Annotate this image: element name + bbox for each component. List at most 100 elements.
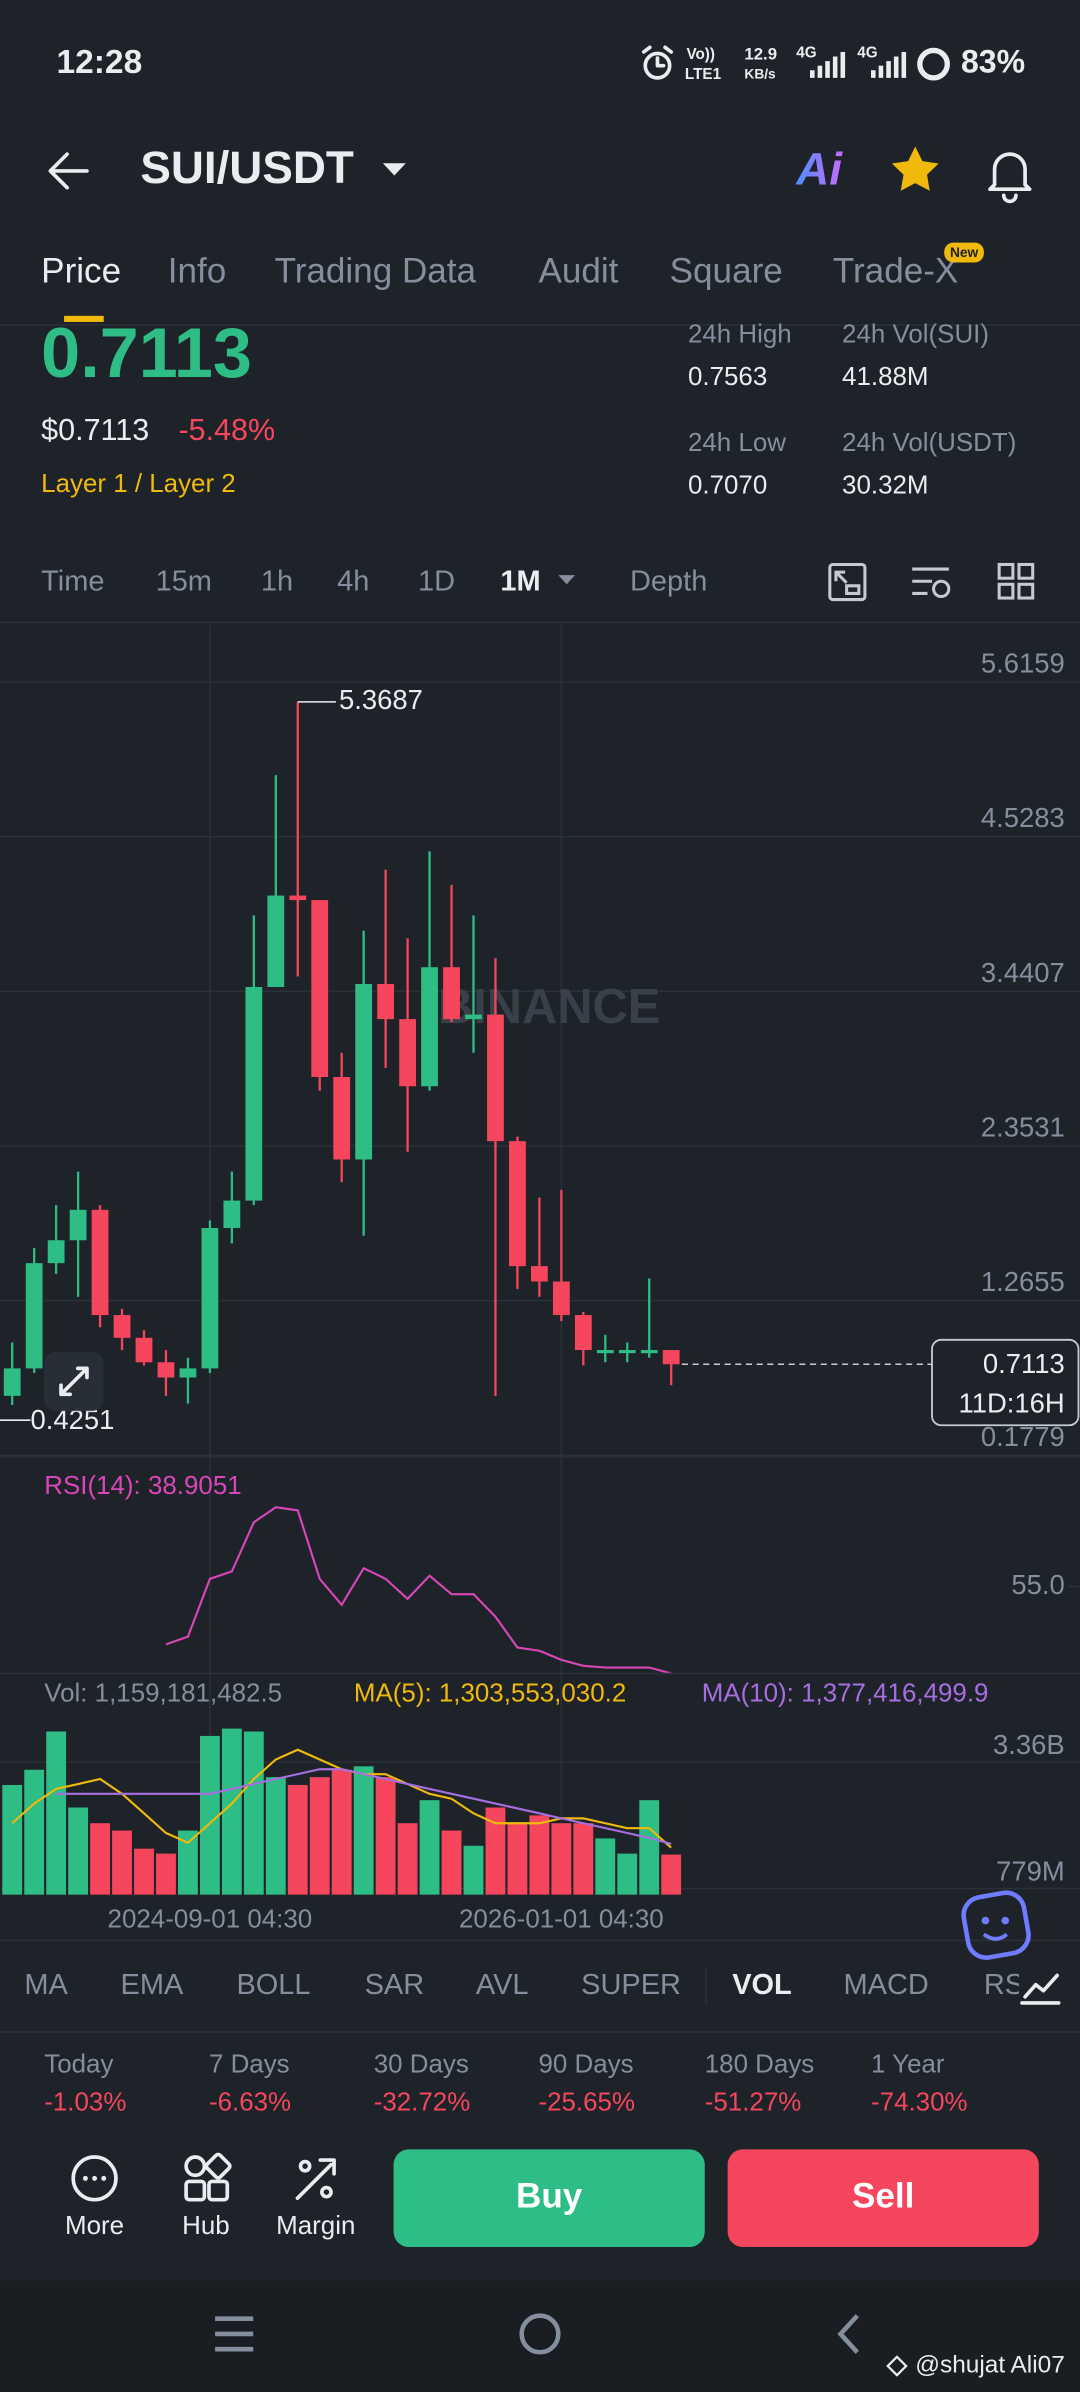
action-label[interactable]: Hub <box>182 2212 230 2240</box>
more-icon[interactable] <box>71 2155 118 2202</box>
nav-home[interactable] <box>519 2313 561 2355</box>
new-badge-text: New <box>950 245 979 260</box>
volume-bar <box>529 1815 550 1895</box>
volume-bar <box>397 1823 418 1895</box>
indicator-tab[interactable]: MACD <box>844 1969 929 2001</box>
volume-bar <box>90 1823 110 1895</box>
performance-label: Today <box>44 2050 113 2078</box>
indicator-tab[interactable]: RSI <box>984 1969 1032 2001</box>
net-speed-unit: KB/s <box>744 66 776 81</box>
volume-bar <box>573 1823 594 1895</box>
candle-body <box>25 1263 43 1369</box>
y-tick-label: 3.4407 <box>981 957 1065 988</box>
pair-dropdown[interactable] <box>382 163 406 176</box>
fullscreen-button[interactable] <box>44 1351 104 1412</box>
indicator-tab[interactable]: SAR <box>365 1969 425 2001</box>
candle-body <box>552 1281 570 1316</box>
indicator-tab[interactable]: EMA <box>121 1969 184 2001</box>
indicator-tab[interactable]: AVL <box>476 1969 529 2001</box>
indicator-tab[interactable]: VOL <box>732 1969 792 2001</box>
notification-button[interactable] <box>988 152 1032 204</box>
stats: 24h High 0.7563 24h Vol(SUI) 41.88M 24h Low 0… <box>688 321 1016 500</box>
performance-value: -6.63% <box>209 2088 291 2116</box>
tab[interactable]: Info <box>168 251 227 290</box>
signal-1 <box>810 51 846 78</box>
volte: Vo)) <box>686 46 715 63</box>
volume-bar <box>595 1838 616 1895</box>
price-change: -5.48% <box>178 413 275 447</box>
rsi-title: RSI(14): 38.9051 <box>44 1472 241 1500</box>
favorite-button[interactable] <box>891 146 939 191</box>
net-speed: 12.9 <box>744 44 777 63</box>
stat-value: 30.32M <box>842 472 928 500</box>
buy-button[interactable] <box>393 2149 705 2248</box>
interval[interactable]: Time <box>41 565 104 597</box>
sell-label[interactable]: Sell <box>852 2176 914 2215</box>
high-label: 5.3687 <box>339 684 423 715</box>
sell-button[interactable] <box>727 2149 1039 2248</box>
interval[interactable]: 1h <box>261 565 293 597</box>
interval-dropdown[interactable] <box>558 575 576 585</box>
buy-label[interactable]: Buy <box>516 2176 583 2215</box>
candle-body <box>640 1350 658 1354</box>
tab[interactable]: Trading Data <box>275 251 477 290</box>
rsi-line <box>165 1506 672 1675</box>
performance-value: -51.27% <box>705 2088 802 2116</box>
performance-label: 1 Year <box>871 2050 945 2078</box>
nav-menu[interactable] <box>215 2316 254 2352</box>
ai-button[interactable]: Ai <box>795 144 843 195</box>
action-label[interactable]: Margin <box>276 2212 355 2240</box>
hub-icon[interactable] <box>184 2152 232 2202</box>
y-tick-label: 3.36B <box>993 1729 1065 1760</box>
y-tick-label: 1.2655 <box>981 1266 1065 1297</box>
x-tick-label: 2026-01-01 04:30 <box>459 1905 664 1933</box>
stat-label: 24h Vol(SUI) <box>842 321 989 349</box>
volume-bar <box>134 1848 154 1895</box>
performance-value: -74.30% <box>871 2088 968 2116</box>
nav-back[interactable] <box>837 2314 859 2354</box>
interval[interactable]: 1D <box>418 565 455 597</box>
intervals: Time 15m 1h 4h 1D 1M Depth <box>41 565 707 597</box>
stat-label: 24h Low <box>688 429 786 457</box>
action-label[interactable]: More <box>65 2212 124 2240</box>
assistant-icon[interactable] <box>961 1890 1032 1961</box>
tags[interactable]: Layer 1 / Layer 2 <box>41 470 236 498</box>
volume-bar <box>331 1769 352 1895</box>
tab[interactable]: Audit <box>538 251 618 290</box>
volume-bar <box>639 1800 660 1895</box>
candle-body <box>487 1014 504 1142</box>
interval[interactable]: 1M <box>500 565 540 597</box>
net-type: 4G <box>796 44 816 61</box>
lte: LTE1 <box>685 66 722 83</box>
performance-value: -1.03% <box>44 2088 126 2116</box>
interval[interactable]: Depth <box>630 565 707 597</box>
margin-icon[interactable] <box>295 2158 336 2201</box>
volume-bar <box>353 1766 374 1895</box>
y-tick-label: 779M <box>996 1856 1065 1887</box>
interval[interactable]: 15m <box>156 565 212 597</box>
back-button[interactable] <box>48 152 89 190</box>
alarm-icon <box>641 45 674 80</box>
candle-body <box>135 1337 153 1363</box>
indicator-tab[interactable]: MA <box>24 1969 68 2001</box>
indicator-tab[interactable]: BOLL <box>236 1969 310 2001</box>
new-badge <box>944 242 984 263</box>
performance-label: 30 Days <box>374 2050 469 2078</box>
pair-title[interactable]: SUI/USDT <box>140 142 354 193</box>
performance-label: 90 Days <box>538 2050 633 2078</box>
interval[interactable]: 4h <box>337 565 369 597</box>
indicators: MA EMA BOLL SAR AVL SUPER VOL MACD RSI <box>24 1969 1032 2001</box>
battery-icon <box>917 47 950 81</box>
indicator-tab[interactable]: SUPER <box>581 1969 681 2001</box>
tab[interactable]: Trade-X <box>833 251 958 290</box>
candle-body <box>531 1266 548 1282</box>
tab[interactable]: Price <box>41 251 121 290</box>
indicator-settings[interactable] <box>1020 1973 1061 2005</box>
chart-tools[interactable] <box>828 562 1035 602</box>
volume-bar <box>46 1731 67 1895</box>
tabs: Price Info Trading Data Audit Square Trade-X <box>41 251 958 290</box>
candle-body <box>355 984 373 1160</box>
tab[interactable]: Square <box>670 251 783 290</box>
candle-body <box>3 1368 21 1396</box>
chart: 2024-09-01 04:30 2026-01-01 04:30 5.6159 4.… <box>0 625 1080 1933</box>
